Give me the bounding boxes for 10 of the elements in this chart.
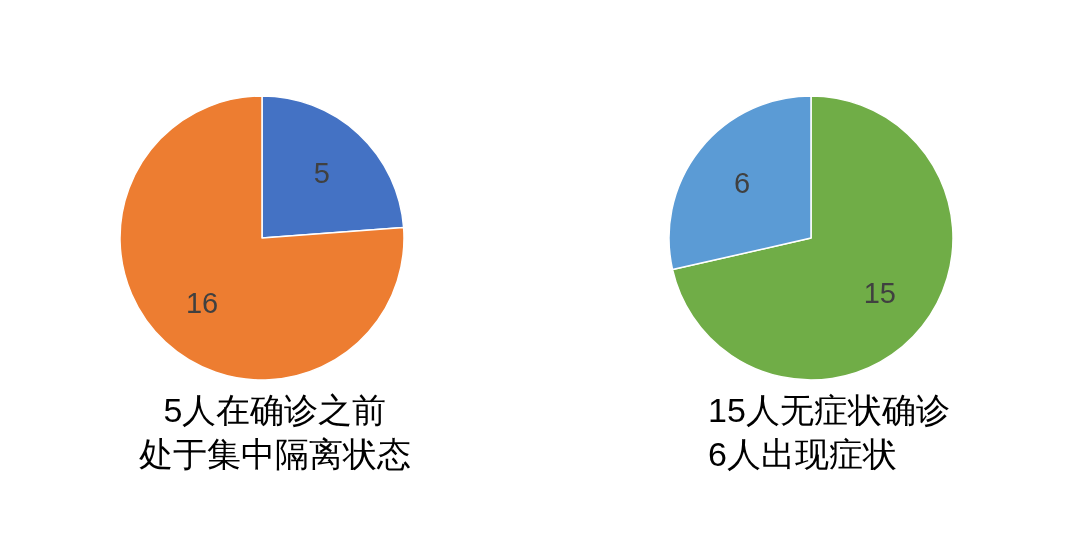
data-label: 15 [863,276,896,309]
text: 15人无症状确诊 [708,391,950,429]
text: 5人在确诊之前 [163,391,387,429]
data-label: 5 [313,157,330,190]
pie-slice [119,95,405,381]
data-label: 6 [734,167,751,200]
text: 6人出现症状 [708,435,897,473]
data-label: 16 [185,286,219,319]
text: 处于集中隔离状态 [139,435,411,473]
pie-slice [671,95,954,381]
